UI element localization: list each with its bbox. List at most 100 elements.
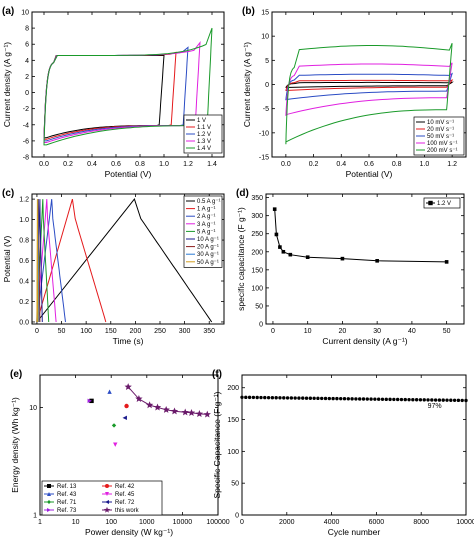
data-point <box>301 396 305 400</box>
data-point <box>274 396 278 400</box>
panel-b: 0.0 0.2 0.4 0.6 0.8 1.0 1.2 -15 -10 -5 0 5 10 15 Poten… <box>242 6 467 179</box>
y-tick-label: 200 <box>251 249 263 256</box>
x-tick-label: 50 <box>443 328 451 335</box>
plot-frame <box>241 374 467 516</box>
data-point <box>339 396 343 401</box>
cv-curve <box>43 27 213 146</box>
x-axis-label: Cycle number <box>328 527 381 537</box>
x-tick-label: 4000 <box>324 519 340 526</box>
data-point <box>47 484 51 488</box>
data-point <box>308 396 313 400</box>
x-tick-label: 1.2 <box>447 161 457 168</box>
data-point <box>47 492 51 496</box>
data-point <box>369 397 373 401</box>
data-point <box>428 200 433 206</box>
legend-label: 1.2 V <box>197 132 211 138</box>
x-axis-label: Potential (V) <box>105 169 152 179</box>
data-point <box>111 423 117 428</box>
data-point <box>170 407 179 415</box>
data-point <box>105 500 109 504</box>
data-point <box>107 389 112 394</box>
data-point <box>247 395 252 400</box>
x-tick-label: 8000 <box>413 519 429 526</box>
x-tick-label: 1 <box>38 519 42 526</box>
x-axis-label: Time (s) <box>113 336 144 346</box>
panel-label: (a) <box>2 6 14 17</box>
x-tick-label: 0.4 <box>87 161 97 168</box>
y-tick-label: -8 <box>23 155 29 162</box>
gcd-curve <box>36 199 57 323</box>
y-axis-label: specific capacitance (F g⁻¹) <box>236 207 246 311</box>
y-axis-label: Current density (A g⁻¹) <box>242 42 252 127</box>
data-point <box>335 396 339 401</box>
legend-label: 1 V <box>197 118 206 124</box>
legend-label: 3 A g⁻¹ <box>197 222 216 228</box>
data-point <box>145 401 154 409</box>
data-point <box>316 396 320 401</box>
gcd-curve <box>36 198 213 323</box>
data-point <box>426 398 430 402</box>
data-point <box>181 408 189 416</box>
panel-label: (d) <box>236 188 249 199</box>
cv-curve <box>285 72 453 101</box>
y-tick-label: 0.2 <box>19 299 29 306</box>
data-point <box>422 398 426 402</box>
data-point <box>244 395 248 400</box>
x-tick-label: 1.4 <box>207 161 217 168</box>
x-tick-label: 250 <box>154 328 166 335</box>
data-point <box>187 408 196 416</box>
data-point <box>320 396 324 401</box>
data-point <box>312 396 316 400</box>
data-point <box>452 398 457 402</box>
y-axis-label: Specific Capacitance (F g⁻¹) <box>212 391 222 498</box>
panel-label: (b) <box>242 6 255 17</box>
legend-label: 50 mV s⁻¹ <box>427 134 454 140</box>
data-point <box>411 397 415 402</box>
y-tick-label: 0.8 <box>19 238 29 245</box>
y-tick-label: 100 <box>227 449 239 456</box>
data-point <box>124 403 129 409</box>
plot-frame <box>265 193 465 325</box>
y-tick-label: 150 <box>251 267 263 274</box>
legend-label: 1.4 V <box>197 146 211 152</box>
retention-annotation: 97% <box>428 403 442 410</box>
data-point <box>444 260 449 264</box>
panel-f: 0 2000 4000 6000 8000 10000 0 50 100 150 200 Cycle … <box>212 369 474 537</box>
legend-box <box>423 197 461 209</box>
data-point <box>259 395 263 400</box>
gcd-curve <box>36 199 41 323</box>
y-tick-label: 15 <box>261 10 269 17</box>
data-point <box>113 442 118 447</box>
legend-label: Ref. 72 <box>115 500 135 506</box>
data-point <box>288 252 293 257</box>
legend-box <box>41 480 163 516</box>
y-tick-label: 50 <box>255 303 263 310</box>
data-point <box>270 396 275 400</box>
data-point <box>327 396 332 401</box>
data-point <box>376 397 381 401</box>
x-tick-label: 200 <box>130 328 142 335</box>
data-point <box>460 398 464 403</box>
panel-d: 0 10 20 30 40 50 0 50 100 150 200 250 300 350 Current … <box>236 188 465 346</box>
data-point <box>289 396 294 400</box>
legend-label: 100 mV s⁻¹ <box>427 141 458 147</box>
panel-a: 0.0 0.2 0.4 0.6 0.8 1.0 1.2 1.4 -8 -6 -4 -2 0 2 4 6 8 10 P… <box>2 6 225 179</box>
x-tick-label: 40 <box>408 328 416 335</box>
y-tick-label: 300 <box>251 213 263 220</box>
y-tick-label: 4 <box>25 58 29 65</box>
y-axis-label: Potential (V) <box>2 235 12 282</box>
x-tick-label: 1.0 <box>420 161 430 168</box>
legend-label: 20 mV s⁻¹ <box>427 127 454 133</box>
data-point <box>380 397 385 401</box>
y-axis-label: Current density (A g⁻¹) <box>2 42 12 127</box>
legend-label: 20 A g⁻¹ <box>197 245 219 251</box>
data-point <box>266 395 271 400</box>
data-point <box>445 398 449 402</box>
panel-e: 1 10 100 1000 10000 100000 1 10 Power density (W… <box>10 369 230 537</box>
x-tick-label: 10000 <box>456 519 474 526</box>
data-point <box>399 397 404 402</box>
legend-label: 200 mV s⁻¹ <box>427 148 458 154</box>
data-point <box>251 395 256 400</box>
data-point <box>403 397 407 402</box>
